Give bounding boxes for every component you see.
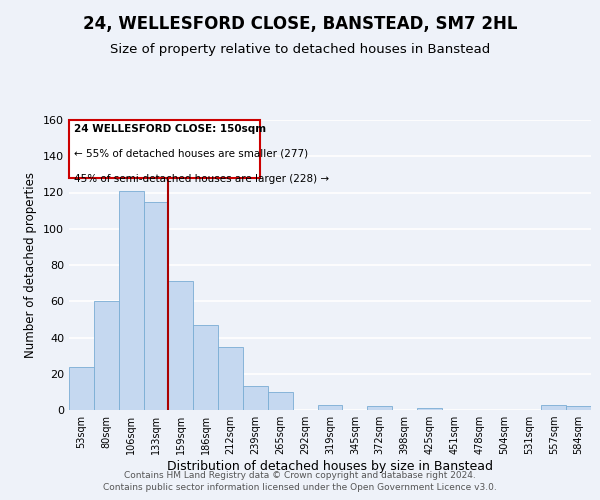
- Bar: [541, 404, 566, 410]
- Bar: [566, 406, 591, 410]
- Y-axis label: Number of detached properties: Number of detached properties: [25, 172, 37, 358]
- Bar: [317, 404, 343, 410]
- Bar: [417, 408, 442, 410]
- Bar: [169, 282, 193, 410]
- Bar: [193, 325, 218, 410]
- Text: 24 WELLESFORD CLOSE: 150sqm: 24 WELLESFORD CLOSE: 150sqm: [74, 124, 266, 134]
- Text: Contains HM Land Registry data © Crown copyright and database right 2024.: Contains HM Land Registry data © Crown c…: [124, 471, 476, 480]
- Bar: [367, 406, 392, 410]
- Text: 24, WELLESFORD CLOSE, BANSTEAD, SM7 2HL: 24, WELLESFORD CLOSE, BANSTEAD, SM7 2HL: [83, 15, 517, 33]
- X-axis label: Distribution of detached houses by size in Banstead: Distribution of detached houses by size …: [167, 460, 493, 473]
- Text: Size of property relative to detached houses in Banstead: Size of property relative to detached ho…: [110, 42, 490, 56]
- Text: 45% of semi-detached houses are larger (228) →: 45% of semi-detached houses are larger (…: [74, 174, 329, 184]
- Bar: [143, 202, 169, 410]
- Bar: [69, 366, 94, 410]
- Bar: [94, 301, 119, 410]
- Text: ← 55% of detached houses are smaller (277): ← 55% of detached houses are smaller (27…: [74, 149, 308, 159]
- Bar: [218, 346, 243, 410]
- Bar: [119, 190, 143, 410]
- Bar: [243, 386, 268, 410]
- FancyBboxPatch shape: [69, 120, 260, 178]
- Bar: [268, 392, 293, 410]
- Text: Contains public sector information licensed under the Open Government Licence v3: Contains public sector information licen…: [103, 484, 497, 492]
